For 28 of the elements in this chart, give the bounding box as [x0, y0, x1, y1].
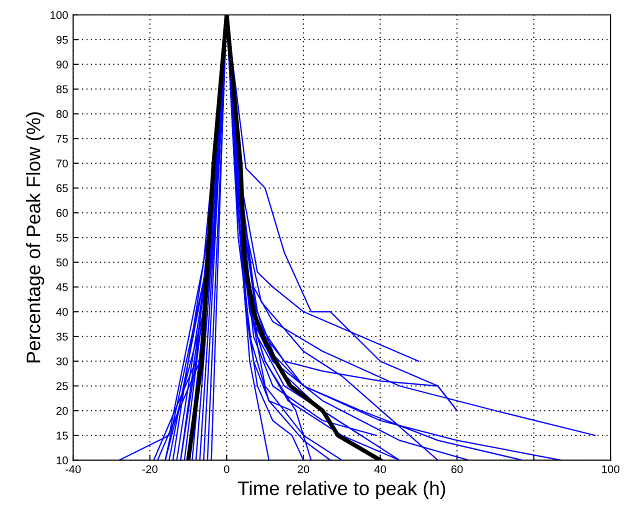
y-tick-label: 90	[56, 60, 68, 68]
y-tick-label: 85	[56, 85, 68, 94]
y-tick-label: 25	[56, 382, 68, 390]
y-tick-label: 95	[56, 36, 68, 44]
x-tick-label: 40	[374, 465, 386, 474]
y-tick-label: 65	[56, 184, 68, 192]
y-tick-label: 55	[56, 234, 68, 242]
x-tick-label: -20	[142, 465, 158, 474]
y-tick-label: 70	[56, 160, 68, 168]
x-tick-label: -40	[66, 465, 81, 474]
y-tick-label: 45	[56, 283, 68, 292]
y-tick-label: 15	[56, 432, 68, 440]
y-tick-label: 50	[56, 258, 68, 266]
y-tick-label: 40	[56, 308, 68, 316]
x-tick-label: 20	[298, 465, 310, 474]
y-tick-label: 60	[56, 209, 68, 217]
y-tick-label: 100	[50, 11, 68, 20]
y-axis-title: Percentage of Peak Flow (%)	[26, 112, 44, 362]
y-tick-label: 80	[56, 110, 68, 118]
x-axis-title: Time relative to peak (h)	[238, 480, 446, 500]
x-tick-label: 100	[602, 465, 620, 474]
x-tick-label: 60	[451, 465, 463, 474]
y-tick-label: 20	[56, 406, 68, 415]
y-tick-label: 10	[56, 456, 68, 464]
y-tick-label: 75	[56, 134, 68, 143]
y-tick-label: 30	[56, 357, 68, 366]
y-tick-label: 35	[56, 332, 68, 341]
x-tick-label: 0	[224, 465, 230, 474]
